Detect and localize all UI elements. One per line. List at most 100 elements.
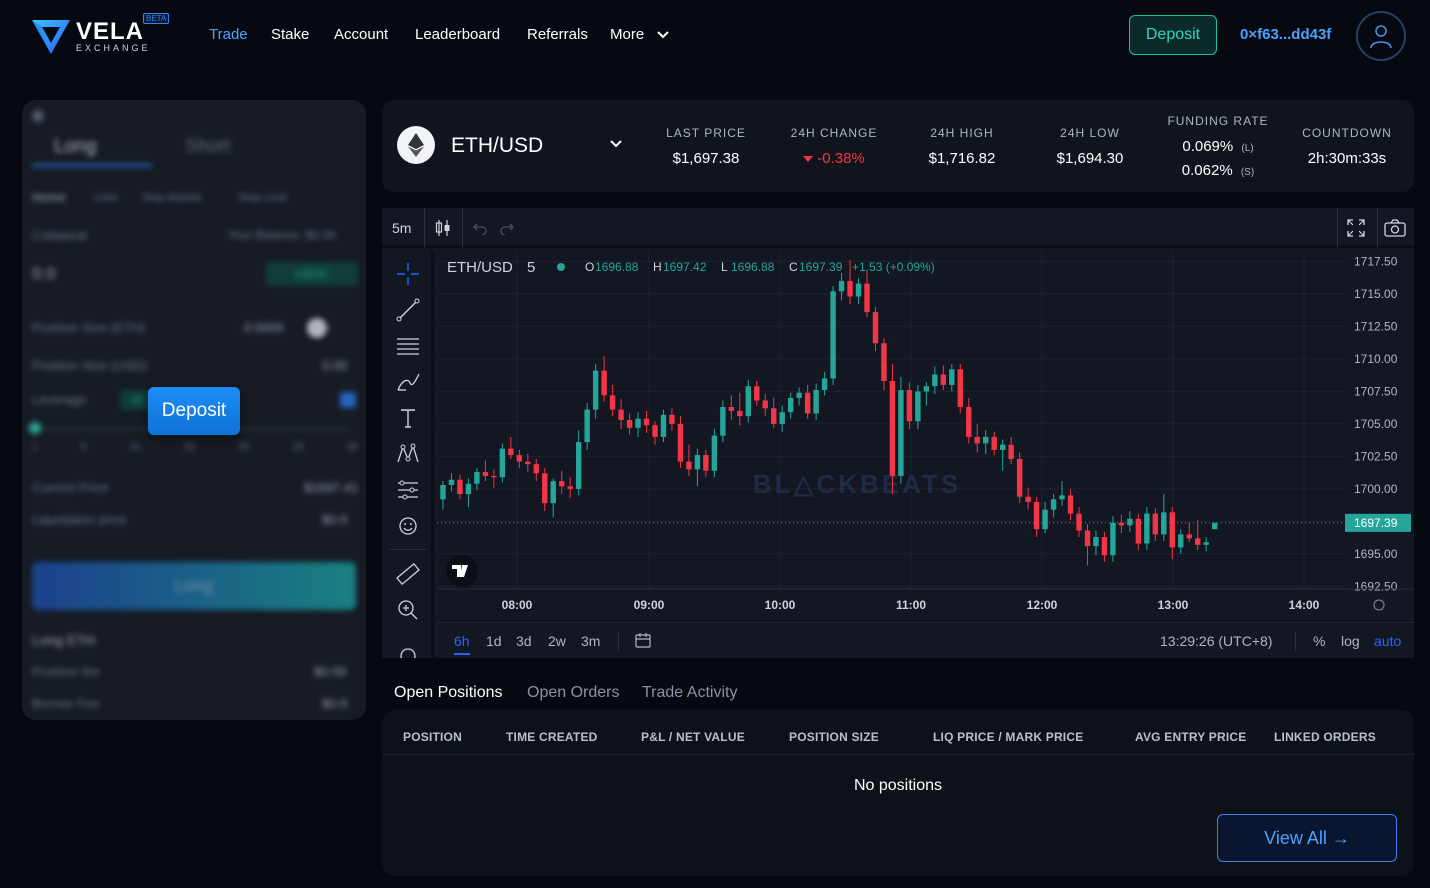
col-avg-entry[interactable]: AVG ENTRY PRICE (1135, 730, 1247, 744)
forecast-tool[interactable] (395, 477, 421, 503)
liquidation-price-value: $0.0 (322, 512, 348, 527)
order-type-market[interactable]: Market (32, 192, 66, 204)
col-liq-price[interactable]: LIQ PRICE / MARK PRICE (933, 730, 1084, 744)
x-tick-label: 13:00 (1158, 598, 1189, 612)
collateral-token-select[interactable]: USDC (266, 262, 358, 286)
y-tick-label: 1717.50 (1354, 254, 1398, 268)
timeframe-6h[interactable]: 6h (454, 633, 470, 649)
y-tick-label: 1707.50 (1354, 384, 1398, 398)
last-price-tag: 1697.39 (1354, 516, 1398, 530)
candle-body (1059, 495, 1065, 500)
tab-trade-activity[interactable]: Trade Activity (642, 684, 738, 701)
magnet-tool[interactable] (395, 643, 421, 658)
deposit-button[interactable]: Deposit (1129, 15, 1217, 55)
position-size-usd-value[interactable]: 0.00 (322, 358, 348, 373)
chart-clock[interactable]: 13:29:26 (UTC+8) (1160, 633, 1273, 649)
overlay-deposit-button[interactable]: Deposit (148, 387, 240, 435)
tab-open-orders[interactable]: Open Orders (527, 684, 620, 701)
chevron-down-icon[interactable] (609, 139, 623, 149)
timeframe-1d[interactable]: 1d (486, 633, 502, 649)
col-linked-orders[interactable]: LINKED ORDERS (1274, 730, 1376, 744)
leverage-checkbox[interactable] (340, 392, 356, 408)
trendline-tool[interactable] (395, 297, 421, 323)
order-type-stop-market[interactable]: Stop Market (142, 192, 202, 204)
settings-gear-icon[interactable] (1373, 599, 1385, 611)
funding-rate-label: FUNDING RATE (1167, 114, 1269, 128)
undo-icon[interactable] (472, 221, 488, 235)
current-price-value: $1697.41 (304, 480, 359, 495)
pair-selector[interactable]: ETH/USD (451, 134, 544, 157)
log-toggle[interactable]: log (1341, 633, 1360, 649)
leverage-input[interactable]: 10 (120, 390, 154, 410)
col-position[interactable]: POSITION (403, 730, 462, 744)
leverage-slider-handle[interactable] (29, 422, 41, 434)
candle-body (609, 395, 616, 410)
fullscreen-icon[interactable] (1347, 219, 1365, 237)
pattern-tool[interactable] (395, 441, 421, 467)
candle-body (694, 455, 701, 470)
tab-short[interactable]: Short (185, 136, 231, 157)
crosshair-tool[interactable] (395, 261, 421, 287)
tab-long-underline (32, 164, 152, 167)
view-all-button[interactable]: View All → (1217, 814, 1397, 862)
order-type-stop-limit[interactable]: Stop Limit (238, 192, 287, 204)
candle-body (771, 408, 777, 424)
nav-account[interactable]: Account (334, 26, 389, 43)
tab-long[interactable]: Long (54, 136, 97, 157)
col-position-size[interactable]: POSITION SIZE (789, 730, 879, 744)
vela-logo[interactable]: VELA BETA EXCHANGE (30, 13, 175, 58)
nav-trade[interactable]: Trade (209, 26, 248, 43)
text-tool[interactable] (395, 405, 421, 431)
y-tick-label: 1715.00 (1354, 287, 1398, 301)
ohlc-value: 1696.88 (731, 260, 775, 274)
last-price-label: LAST PRICE (666, 126, 746, 140)
tab-open-positions[interactable]: Open Positions (394, 684, 503, 701)
position-size-eth-value[interactable]: 0.0000 (244, 320, 284, 335)
col-pnl[interactable]: P&L / NET VALUE (641, 730, 745, 744)
leverage-marks: 1 5 10 15 20 25 30 (32, 442, 358, 453)
auto-toggle[interactable]: auto (1374, 633, 1402, 649)
x-tick-label: 11:00 (896, 598, 926, 612)
long-submit-button[interactable]: Long (32, 562, 356, 610)
empty-message: No positions (853, 777, 943, 794)
candle-body (1101, 537, 1108, 556)
avatar[interactable] (1356, 11, 1406, 61)
watermark-text: BL△CKBEATS (753, 469, 961, 499)
ruler-tool[interactable] (395, 561, 421, 587)
collateral-input[interactable]: 0.0 (32, 264, 56, 283)
x-tick-label: 12:00 (1027, 598, 1058, 612)
candle-body (1203, 542, 1209, 545)
brush-tool[interactable] (395, 369, 421, 395)
candle-body (1211, 522, 1218, 530)
y-tick-label: 1695.00 (1354, 547, 1398, 561)
emoji-tool[interactable] (395, 513, 421, 539)
interval-selector[interactable]: 5m (392, 220, 412, 236)
candles-style-icon[interactable] (435, 219, 451, 237)
wallet-address[interactable]: 0×f63...dd43f (1240, 26, 1332, 43)
fib-tool[interactable] (395, 333, 421, 359)
candle-body (465, 483, 472, 495)
price-chart[interactable]: 1717.50 1715.00 1712.50 1710.00 1707.50 1705.… (437, 251, 1414, 622)
zoom-tool[interactable] (395, 597, 421, 623)
ohlc-value: 1697.42 (663, 260, 707, 274)
nav-more[interactable]: More (610, 26, 670, 43)
nav-stake[interactable]: Stake (271, 26, 310, 43)
redo-icon[interactable] (499, 221, 515, 235)
timeframe-3d[interactable]: 3d (516, 633, 532, 649)
candle-body (1076, 513, 1082, 531)
nav-leaderboard[interactable]: Leaderboard (415, 26, 501, 43)
col-time-created[interactable]: TIME CREATED (506, 730, 598, 744)
camera-icon[interactable] (1384, 219, 1406, 237)
top-nav: VELA BETA EXCHANGE Trade Stake Account L… (0, 0, 1430, 72)
date-range-icon[interactable] (634, 632, 652, 650)
timeframe-3m[interactable]: 3m (581, 633, 601, 649)
funding-short-tag: (S) (1240, 167, 1255, 178)
down-triangle-icon (803, 156, 814, 163)
change-label: 24H CHANGE (790, 126, 878, 140)
timeframe-2w[interactable]: 2w (548, 633, 566, 649)
nav-referrals[interactable]: Referrals (527, 26, 588, 43)
candle-body (601, 370, 607, 396)
order-type-limit[interactable]: Limit (94, 192, 118, 204)
candle-body (499, 448, 506, 478)
percent-toggle[interactable]: % (1313, 633, 1326, 649)
